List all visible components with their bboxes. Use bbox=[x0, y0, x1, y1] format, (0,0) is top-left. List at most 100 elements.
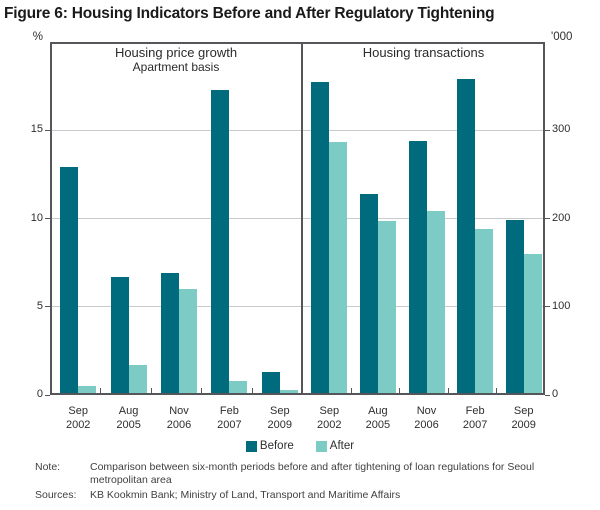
x-axis-label-line: 2007 bbox=[217, 418, 242, 431]
x-axis-label: Aug 2005 bbox=[103, 405, 153, 432]
figure-title: Figure 6: Housing Indicators Before and … bbox=[4, 5, 495, 22]
y-axis-tick bbox=[45, 129, 50, 131]
bar-before bbox=[261, 372, 280, 395]
x-axis-tick bbox=[496, 388, 498, 395]
x-axis-tick bbox=[350, 388, 352, 395]
left-panel-title: Housing price growth bbox=[114, 45, 238, 60]
bar-before bbox=[505, 220, 524, 395]
y-axis-label: 100 bbox=[552, 299, 571, 312]
legend-item-before: Before bbox=[245, 440, 294, 452]
gridline bbox=[50, 218, 302, 219]
x-axis-tick bbox=[251, 388, 253, 395]
left-axis-unit: % bbox=[32, 31, 43, 43]
note-label: Note: bbox=[35, 461, 61, 473]
right-panel-title: Housing transactions bbox=[362, 45, 485, 60]
x-axis-label: Sep 2009 bbox=[499, 405, 548, 432]
plot-border bbox=[50, 42, 545, 395]
bar-before bbox=[311, 81, 330, 395]
x-axis-label-line: 2002 bbox=[65, 418, 91, 431]
bar-after bbox=[78, 386, 97, 395]
x-axis-label-line: 2009 bbox=[267, 418, 293, 431]
note-row: Note: Comparison between six-month perio… bbox=[35, 461, 590, 487]
bar-after bbox=[426, 211, 445, 395]
bar-after bbox=[179, 289, 197, 395]
right-axis-unit: '000 bbox=[551, 31, 573, 43]
sources-label: Sources: bbox=[35, 489, 77, 501]
x-axis-label: Sep 2002 bbox=[305, 405, 354, 432]
y-axis-label: 0 bbox=[36, 388, 43, 400]
x-axis-tick bbox=[447, 388, 449, 395]
sources-row: Sources: KB Kookmin Bank; Ministry of La… bbox=[35, 489, 590, 502]
panel-divider bbox=[301, 42, 303, 395]
legend-item-after: After bbox=[315, 440, 355, 452]
gridline bbox=[302, 129, 545, 131]
bar-after bbox=[329, 141, 348, 395]
x-axis-label-line: Nov bbox=[416, 405, 437, 417]
x-axis-label: Nov 2006 bbox=[154, 405, 204, 432]
bar-before bbox=[161, 273, 179, 395]
x-axis-label-line: 2005 bbox=[365, 418, 391, 431]
x-axis-label: Sep 2002 bbox=[53, 405, 103, 432]
bar-before bbox=[211, 89, 230, 395]
legend-label-after: After bbox=[329, 440, 355, 452]
y-axis-tick bbox=[545, 394, 550, 396]
bar-before bbox=[457, 79, 476, 395]
x-axis-label-line: Sep bbox=[319, 405, 340, 417]
sources-text: KB Kookmin Bank; Ministry of Land, Trans… bbox=[90, 489, 401, 501]
y-axis-label: 200 bbox=[552, 211, 571, 224]
before-swatch-icon bbox=[245, 440, 257, 452]
x-axis-label: Sep 2009 bbox=[255, 405, 305, 432]
x-axis-tick bbox=[150, 388, 152, 395]
y-axis-tick bbox=[545, 306, 550, 308]
note-text: Comparison between six-month periods bef… bbox=[90, 461, 535, 486]
x-axis-label-line: Aug bbox=[118, 405, 139, 417]
bar-before bbox=[60, 167, 79, 395]
x-axis-label-line: 2005 bbox=[116, 418, 141, 431]
x-axis-label-line: 2006 bbox=[166, 418, 192, 431]
x-axis-label: Nov 2006 bbox=[402, 405, 451, 432]
x-axis-label-line: Feb bbox=[219, 405, 239, 417]
bar-after bbox=[475, 229, 494, 395]
bar-before bbox=[110, 276, 129, 395]
notes-block: Note: Comparison between six-month perio… bbox=[35, 461, 590, 504]
bar-before bbox=[359, 193, 378, 395]
x-axis-label-line: Sep bbox=[513, 405, 534, 417]
y-axis-label: 300 bbox=[552, 123, 571, 136]
x-axis-tick bbox=[201, 388, 203, 395]
x-axis-label-line: 2009 bbox=[511, 418, 536, 431]
y-axis-label: 5 bbox=[36, 299, 43, 312]
bar-after bbox=[279, 389, 298, 395]
bar-before bbox=[408, 140, 427, 395]
x-axis-label-line: Sep bbox=[68, 405, 88, 417]
x-axis-label: Feb 2007 bbox=[204, 405, 254, 432]
x-axis-tick bbox=[399, 388, 401, 395]
x-axis-label-line: Sep bbox=[270, 405, 290, 417]
gridline bbox=[50, 129, 302, 131]
x-axis-label-line: Aug bbox=[368, 405, 388, 417]
legend: Before After bbox=[0, 440, 600, 452]
y-axis-label: 15 bbox=[30, 123, 43, 136]
x-axis-label: Aug 2005 bbox=[354, 405, 403, 432]
after-swatch-icon bbox=[315, 440, 327, 452]
legend-label-before: Before bbox=[259, 440, 294, 452]
y-axis-tick bbox=[45, 394, 50, 396]
y-axis-tick bbox=[45, 306, 50, 308]
bar-after bbox=[128, 364, 147, 395]
bar-after bbox=[377, 221, 396, 395]
y-axis-tick bbox=[45, 218, 50, 219]
left-panel-subtitle: Apartment basis bbox=[132, 60, 220, 74]
x-axis-label-line: 2006 bbox=[414, 418, 439, 431]
x-axis-label-line: Nov bbox=[169, 405, 189, 417]
bar-after bbox=[229, 380, 248, 395]
y-axis-tick bbox=[545, 129, 550, 131]
y-axis-tick bbox=[545, 218, 550, 219]
x-axis-tick bbox=[100, 388, 102, 395]
x-axis-label-line: 2007 bbox=[462, 418, 488, 431]
y-axis-label: 0 bbox=[552, 388, 559, 400]
y-axis-label: 10 bbox=[30, 211, 43, 224]
x-axis-label-line: Feb bbox=[465, 405, 485, 417]
bar-after bbox=[523, 253, 542, 395]
x-axis-label: Feb 2007 bbox=[451, 405, 500, 432]
x-axis-label-line: 2002 bbox=[317, 418, 342, 431]
